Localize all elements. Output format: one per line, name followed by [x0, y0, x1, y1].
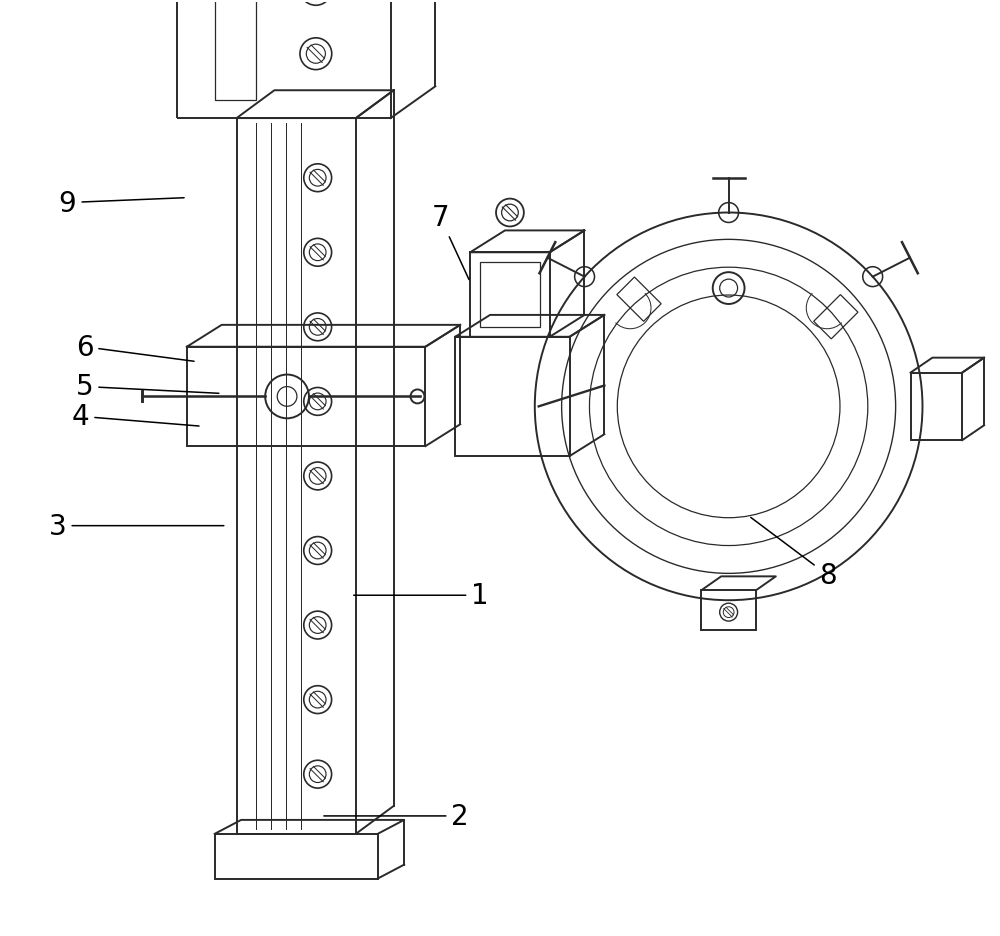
Bar	[215, 0, 256, 101]
Text: 6: 6	[76, 333, 194, 362]
Bar	[480, 263, 540, 328]
Bar	[911, 373, 962, 441]
Text: 2: 2	[324, 802, 469, 830]
Text: 4: 4	[72, 402, 199, 431]
Text: 3: 3	[49, 512, 224, 540]
Text: 1: 1	[354, 581, 489, 609]
Bar	[215, 834, 378, 879]
Bar	[701, 591, 756, 630]
Text: 5: 5	[76, 373, 219, 401]
Bar	[470, 253, 550, 337]
Text: 7: 7	[432, 204, 469, 280]
Bar	[455, 337, 570, 457]
Text: 8: 8	[751, 518, 837, 590]
Bar	[177, 0, 391, 119]
Bar	[237, 119, 356, 834]
Bar	[187, 347, 425, 446]
Text: 9: 9	[59, 189, 184, 217]
